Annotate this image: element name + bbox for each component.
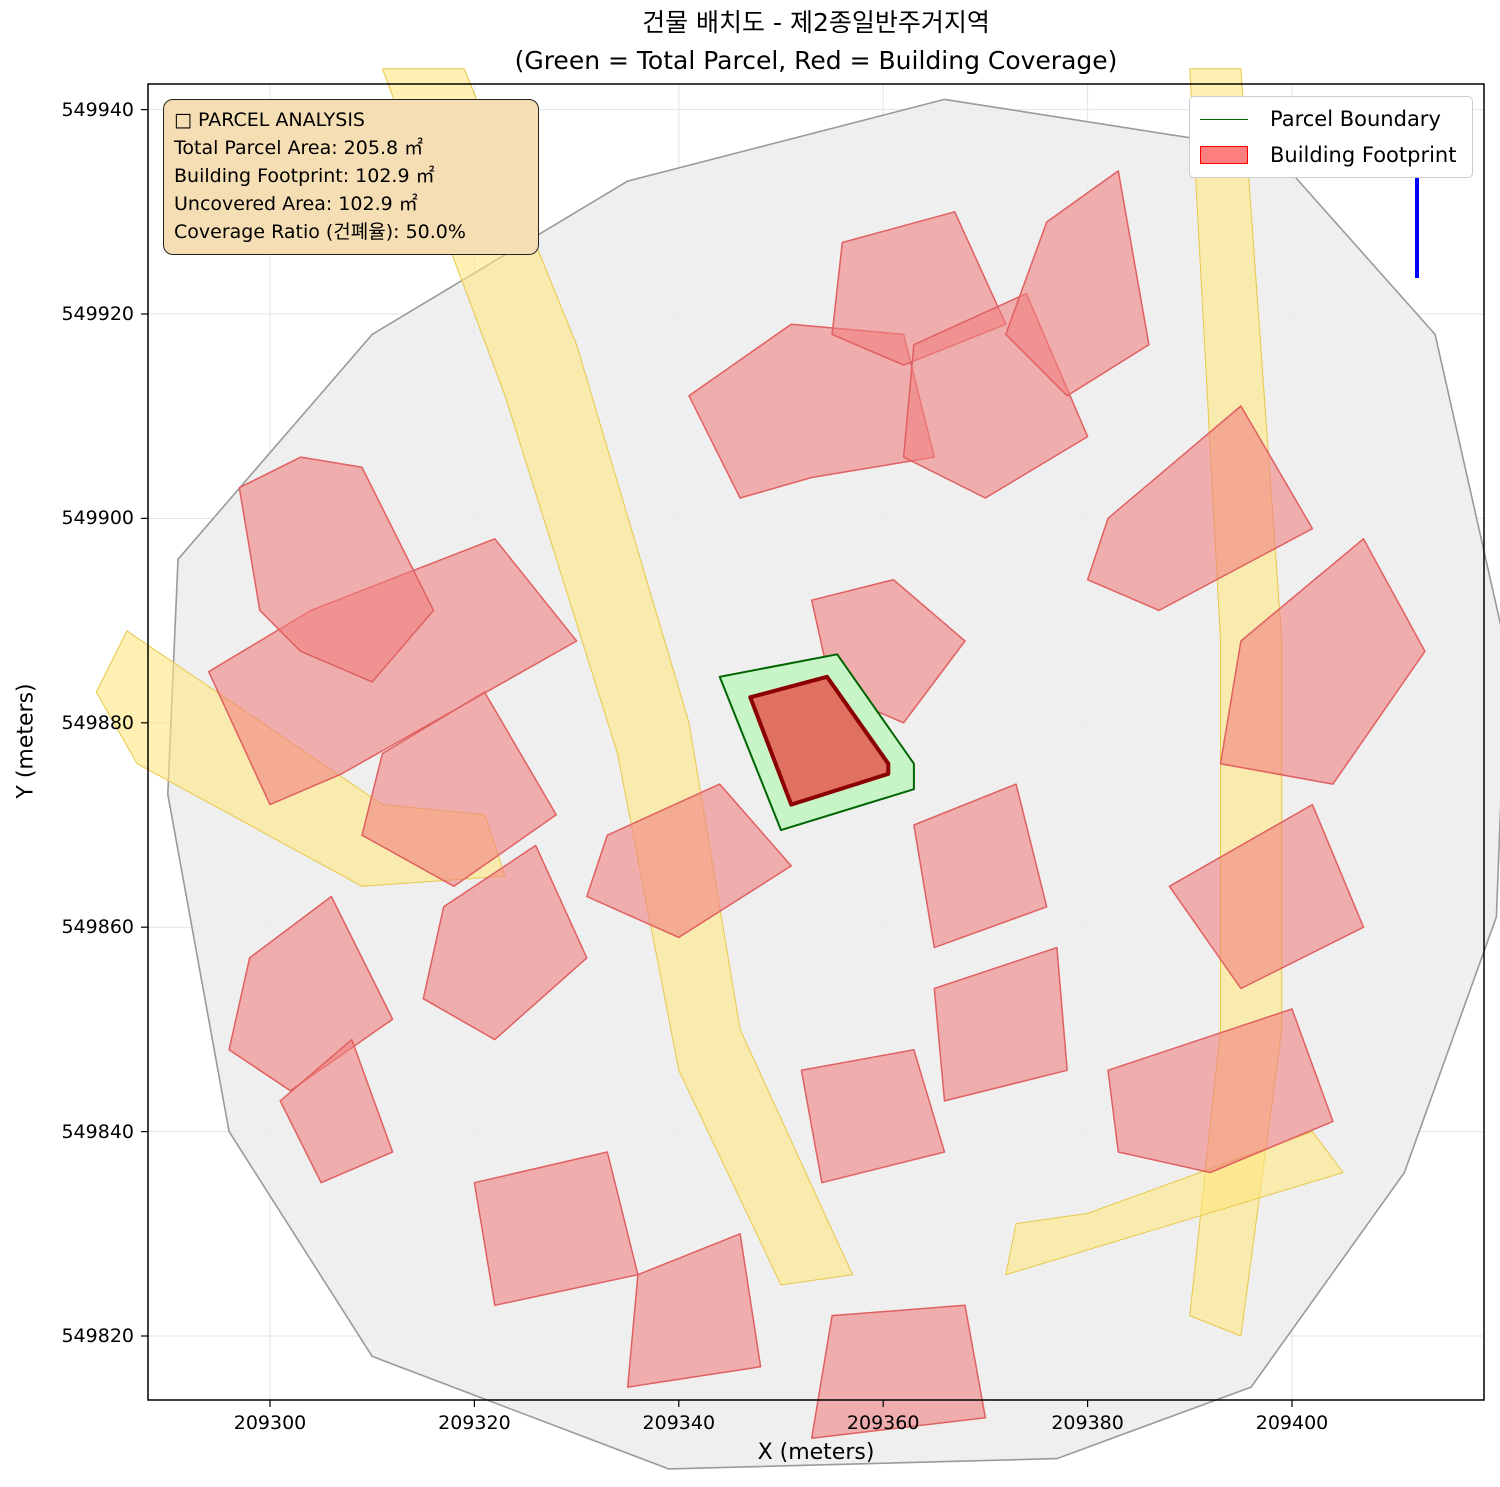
x-tick-label: 209380 bbox=[1051, 1412, 1124, 1434]
target-building-footprint bbox=[748, 674, 891, 807]
building-footprint-swatch-icon bbox=[1200, 146, 1248, 164]
legend-item-building-footprint: Building Footprint bbox=[1200, 140, 1456, 170]
neighbor-building bbox=[1219, 538, 1426, 785]
y-tick-label: 549900 bbox=[61, 507, 134, 530]
parcel-analysis-box: □ PARCEL ANALYSIS Total Parcel Area: 205… bbox=[163, 99, 539, 255]
neighbor-building bbox=[586, 783, 792, 939]
legend-item-parcel-boundary: Parcel Boundary bbox=[1200, 104, 1441, 134]
analysis-coverage: Coverage Ratio (건폐율): 50.0% bbox=[174, 221, 466, 243]
neighbor-building bbox=[1107, 1008, 1334, 1174]
neighbor-building bbox=[1168, 803, 1365, 990]
x-tick-label: 209360 bbox=[846, 1412, 920, 1434]
y-tick-label: 549920 bbox=[61, 303, 134, 325]
neighbor-building bbox=[1086, 405, 1314, 612]
target-parcel-layer[interactable] bbox=[718, 653, 915, 832]
x-tick-label: 209300 bbox=[233, 1412, 307, 1434]
neighbor-building bbox=[913, 783, 1048, 949]
x-tick-label: 209320 bbox=[438, 1412, 511, 1434]
analysis-uncovered: Uncovered Area: 102.9 ㎡ bbox=[174, 193, 418, 215]
map-title: 건물 배치도 - 제2종일반주거지역 bbox=[642, 8, 990, 37]
analysis-footprint: Building Footprint: 102.9 ㎡ bbox=[174, 165, 435, 187]
y-tick-label: 549820 bbox=[61, 1325, 134, 1347]
y-tick-label: 549860 bbox=[61, 916, 134, 939]
neighbor-building bbox=[422, 844, 588, 1041]
neighbor-building bbox=[1005, 170, 1150, 397]
x-tick-label: 209400 bbox=[1255, 1412, 1329, 1434]
neighbor-building bbox=[810, 1304, 987, 1439]
legend-label-building-footprint: Building Footprint bbox=[1270, 143, 1457, 167]
neighbor-building bbox=[279, 1038, 394, 1184]
x-axis-label: X (meters) bbox=[757, 1440, 875, 1465]
analysis-total-area: Total Parcel Area: 205.8 ㎡ bbox=[174, 137, 424, 159]
y-axis-label: Y (meters) bbox=[13, 683, 39, 799]
analysis-header: □ PARCEL ANALYSIS bbox=[174, 109, 365, 131]
neighbor-building bbox=[626, 1233, 762, 1388]
neighbor-building bbox=[933, 946, 1068, 1102]
neighbor-building bbox=[238, 456, 435, 683]
neighbor-building bbox=[800, 1049, 946, 1184]
map-subtitle: (Green = Total Parcel, Red = Building Co… bbox=[514, 46, 1118, 75]
y-tick-label: 549880 bbox=[61, 711, 134, 734]
x-tick-label: 209340 bbox=[642, 1412, 716, 1434]
y-tick-label: 549940 bbox=[61, 98, 134, 121]
axis-tick-marks bbox=[141, 108, 1293, 1407]
legend: Parcel Boundary Building Footprint bbox=[1189, 96, 1473, 178]
parcel-boundary-swatch-icon bbox=[1200, 118, 1248, 120]
road-strip bbox=[1005, 1131, 1344, 1276]
road-strip bbox=[381, 68, 853, 1286]
neighbor-building bbox=[361, 691, 557, 888]
legend-label-parcel-boundary: Parcel Boundary bbox=[1270, 107, 1441, 131]
y-tick-label: 549840 bbox=[61, 1120, 134, 1143]
